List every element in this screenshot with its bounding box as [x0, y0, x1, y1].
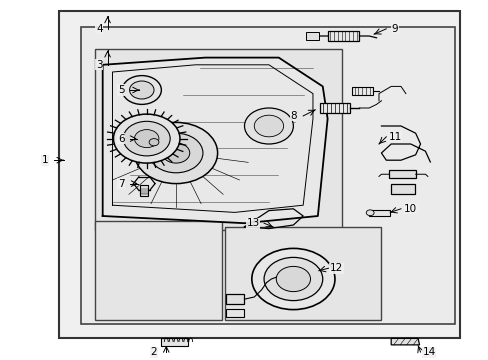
- Text: 3: 3: [96, 60, 102, 70]
- Text: 4: 4: [96, 24, 102, 34]
- Bar: [224, 227, 381, 320]
- Polygon shape: [390, 338, 419, 345]
- Bar: [305, 32, 319, 40]
- Text: 5: 5: [118, 85, 124, 95]
- Text: 2: 2: [150, 347, 157, 357]
- Bar: [390, 184, 414, 194]
- Circle shape: [162, 143, 189, 163]
- Text: 1: 1: [41, 155, 48, 165]
- Text: 8: 8: [289, 111, 296, 121]
- Bar: [95, 221, 222, 320]
- Circle shape: [122, 76, 161, 104]
- Circle shape: [276, 266, 310, 292]
- Text: 7: 7: [118, 179, 124, 189]
- Text: 6: 6: [118, 134, 124, 144]
- Circle shape: [134, 122, 217, 184]
- Bar: [225, 309, 244, 317]
- Bar: [388, 170, 415, 178]
- Bar: [368, 210, 389, 216]
- Bar: [327, 31, 359, 41]
- Bar: [320, 103, 349, 113]
- Circle shape: [251, 248, 334, 310]
- Text: 9: 9: [391, 24, 398, 34]
- Text: 11: 11: [387, 132, 401, 142]
- Circle shape: [129, 81, 154, 99]
- Bar: [225, 294, 244, 304]
- Text: 13: 13: [246, 218, 260, 228]
- Text: 14: 14: [422, 347, 435, 357]
- Bar: [59, 11, 459, 338]
- Bar: [95, 49, 342, 230]
- Text: 12: 12: [329, 263, 343, 273]
- Circle shape: [134, 130, 159, 148]
- Bar: [161, 338, 188, 346]
- Text: 10: 10: [404, 204, 416, 214]
- Circle shape: [149, 133, 203, 173]
- Circle shape: [149, 139, 159, 146]
- Circle shape: [123, 121, 170, 156]
- Circle shape: [254, 115, 283, 137]
- Bar: [351, 87, 372, 95]
- Circle shape: [244, 108, 293, 144]
- Bar: [140, 185, 148, 196]
- Bar: [81, 27, 454, 324]
- Polygon shape: [102, 58, 327, 223]
- Circle shape: [113, 114, 180, 163]
- Circle shape: [264, 257, 322, 301]
- Circle shape: [366, 210, 373, 216]
